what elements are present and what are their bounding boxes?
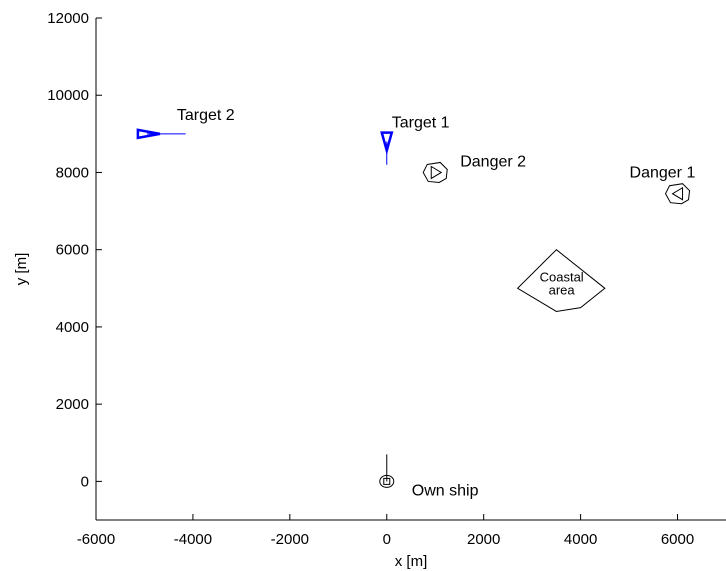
coastal-area-label: area bbox=[549, 282, 576, 297]
own-ship-outline bbox=[379, 474, 395, 488]
x-tick-label: 2000 bbox=[467, 531, 500, 548]
object-own: Own ship bbox=[379, 454, 479, 499]
target-label: Target 1 bbox=[392, 115, 450, 132]
axes: -6000 -4000 -2000 0 2000 4000 6000 0 2000 4000 600… bbox=[47, 10, 726, 548]
danger-triangle bbox=[671, 186, 684, 201]
y-tick-label: 4000 bbox=[56, 319, 89, 336]
target-marker bbox=[380, 131, 394, 156]
object-d2: Danger 2 bbox=[422, 153, 526, 183]
danger-triangle bbox=[430, 165, 443, 180]
x-tick-label: 6000 bbox=[661, 531, 694, 548]
object-d1: Danger 1 bbox=[630, 165, 696, 205]
coastal-area-outline bbox=[516, 249, 606, 312]
objects-layer: Own ship Target 1 Target 2 Danger 1 Danger 2 bbox=[136, 107, 696, 499]
own-ship-marker bbox=[383, 477, 391, 485]
danger-label: Danger 2 bbox=[460, 153, 526, 170]
y-tick-label: 6000 bbox=[56, 242, 89, 259]
danger-outline bbox=[664, 183, 691, 205]
x-tick-label: -2000 bbox=[271, 531, 309, 548]
y-tick-label: 2000 bbox=[56, 396, 89, 413]
target-label: Target 2 bbox=[177, 107, 235, 124]
x-axis-label: x [m] bbox=[395, 553, 428, 570]
object-t2: Target 2 bbox=[136, 107, 235, 140]
own-ship-label: Own ship bbox=[412, 482, 479, 499]
target-marker bbox=[136, 128, 161, 140]
coastal-area-label: Coastal bbox=[540, 269, 584, 284]
x-tick-label: -4000 bbox=[174, 531, 212, 548]
y-tick-label: 0 bbox=[81, 473, 89, 490]
y-tick-label: 8000 bbox=[56, 164, 89, 181]
x-tick-label: -6000 bbox=[77, 531, 115, 548]
danger-label: Danger 1 bbox=[630, 165, 696, 182]
x-tick-label: 0 bbox=[383, 531, 391, 548]
x-tick-label: 4000 bbox=[564, 531, 597, 548]
y-axis-label: y [m] bbox=[13, 253, 30, 286]
danger-outline bbox=[422, 161, 448, 183]
y-tick-label: 10000 bbox=[47, 87, 89, 104]
y-tick-label: 12000 bbox=[47, 10, 89, 27]
object-t1: Target 1 bbox=[380, 115, 450, 165]
